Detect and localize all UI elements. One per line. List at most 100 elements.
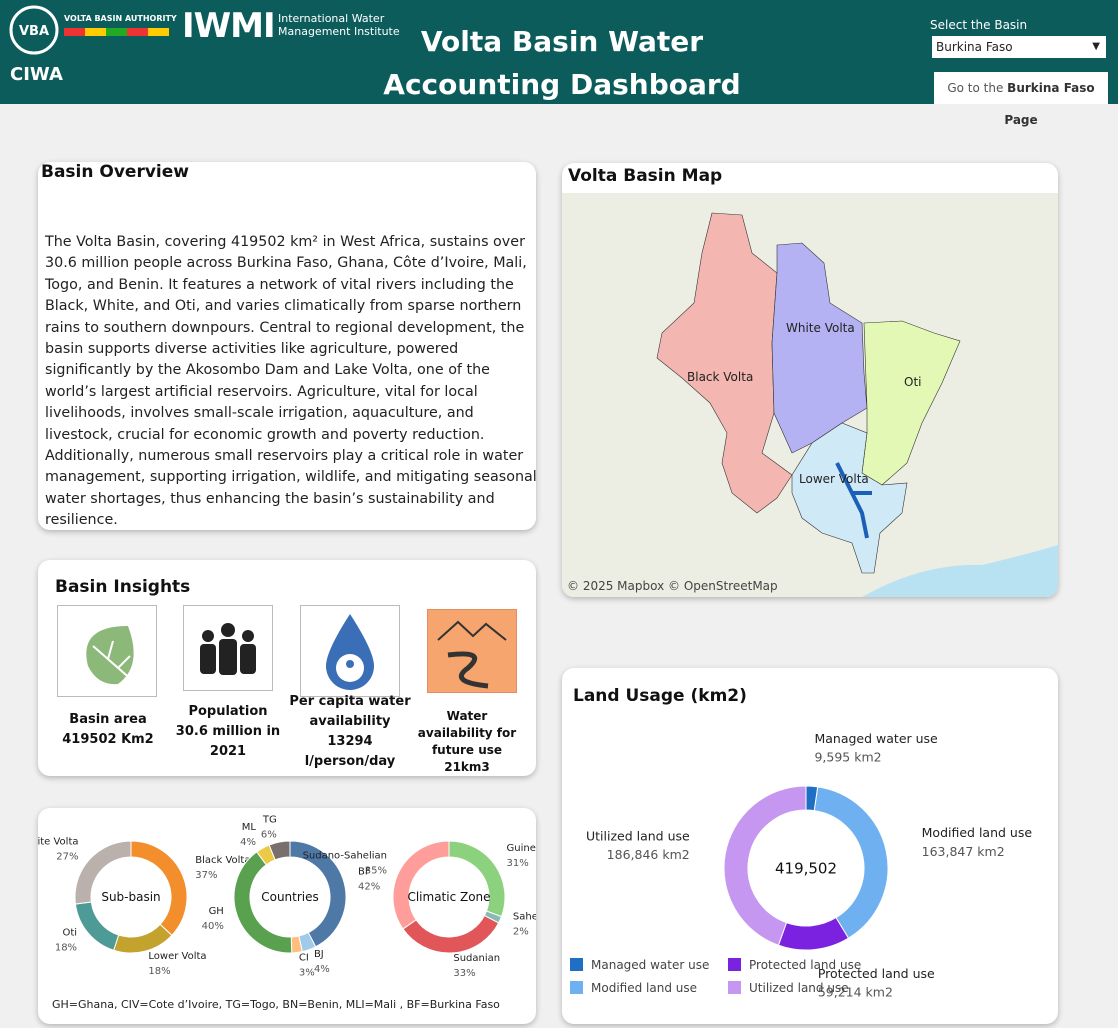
ciwa-logo: CIWA — [10, 64, 63, 85]
iwmi-logo: IWMI — [182, 6, 276, 46]
svg-text:VBA: VBA — [19, 24, 49, 39]
segment-label: Utilized land use — [586, 828, 690, 843]
icon-river — [427, 609, 517, 693]
map-label: White Volta — [786, 321, 855, 335]
segment-value: 59,214 km2 — [818, 985, 893, 1000]
donut-segment — [113, 923, 173, 954]
legend-label: Utilized land use — [749, 981, 849, 995]
segment-label: Black Volta — [195, 855, 250, 866]
land-card: Land Usage (km2) Managed water use 9,595 … — [562, 668, 1058, 1024]
map-attribution: © 2025 Mapbox © OpenStreetMap — [567, 579, 778, 593]
insights-title: Basin Insights — [55, 577, 191, 597]
legend-swatch — [570, 981, 583, 994]
segment-value: 4% — [240, 837, 256, 848]
donut-center: Sub-basin — [101, 890, 160, 904]
segment-value: 186,846 km2 — [607, 847, 690, 862]
donut-charts: Black Volta 37% Lower Volta 18% Oti 18% White … — [38, 814, 536, 979]
flags — [64, 28, 169, 36]
overview-title: Basin Overview — [41, 162, 189, 182]
donut-center: Countries — [261, 890, 319, 904]
donut-segment — [402, 914, 500, 954]
donut-segment — [74, 901, 120, 951]
segment-label: Sahelian — [513, 912, 536, 923]
donut-segment — [130, 840, 188, 937]
segment-label: BJ — [314, 949, 324, 960]
segment-label: CI — [299, 952, 309, 963]
icon-people — [183, 605, 273, 691]
legend-swatch — [570, 958, 583, 971]
segment-value: 18% — [55, 943, 77, 954]
map-label: Lower Volta — [799, 472, 869, 486]
dashboard-title: Volta Basin Water Accounting Dashboard — [383, 25, 741, 101]
segment-value: 37% — [195, 870, 217, 881]
legend-label: Modified land use — [591, 981, 697, 995]
segment-label: White Volta — [38, 837, 78, 848]
vba-logo: VBA — [9, 5, 59, 55]
segment-value: 2% — [513, 927, 529, 938]
legend-swatch — [728, 958, 741, 971]
segment-value: 18% — [148, 966, 170, 977]
header: VBA VOLTA BASIN AUTHORITY IWMI Internati… — [0, 0, 1118, 127]
segment-label: Modified land use — [922, 825, 1033, 840]
button-bold: Burkina Faso Page — [1004, 81, 1095, 127]
legend-swatch — [728, 981, 741, 994]
legend-label: Managed water use — [591, 958, 709, 972]
insight-population: Population 30.6 million in 2021 — [175, 704, 281, 759]
segment-label: Guinean — [507, 843, 536, 854]
segment-label: GH — [209, 906, 224, 917]
page-button[interactable]: Go to the Burkina Faso Page — [934, 72, 1108, 127]
segment-label: Lower Volta — [148, 951, 206, 962]
donut-segment — [74, 840, 132, 905]
donut-segment — [392, 840, 450, 930]
segment-value: 9,595 km2 — [814, 750, 881, 765]
donut-segment — [268, 840, 291, 861]
segment-value: 6% — [261, 829, 277, 840]
basin-dropdown[interactable]: Burkina Faso ▼ — [932, 36, 1106, 58]
segment-value: 4% — [314, 964, 330, 975]
segment-value: 40% — [202, 921, 224, 932]
segment-label: Oti — [62, 928, 77, 939]
insight-area: Basin area 419502 Km2 — [62, 712, 154, 747]
map-card: Volta Basin Map White Volta Oti Black Vo… — [562, 163, 1058, 597]
map-label: Black Volta — [687, 370, 753, 384]
segment-label: Protected land use — [818, 966, 935, 981]
insights-card: Basin Insights Basin area 419502 Km2 Pop… — [38, 560, 536, 776]
segment-value: 42% — [358, 881, 380, 892]
segment-label: ML — [242, 822, 257, 833]
segment-value: 35% — [365, 866, 387, 877]
map: White Volta Oti Black Volta Lower Volta … — [562, 193, 1058, 597]
donut-segment — [448, 840, 506, 918]
donuts-card: Black Volta 37% Lower Volta 18% Oti 18% White … — [38, 808, 536, 1024]
segment-value: 163,847 km2 — [922, 844, 1005, 859]
land-title: Land Usage (km2) — [573, 686, 747, 706]
overview-card: Basin Overview The Volta Basin, covering… — [38, 162, 537, 530]
iwmi-name: International Water Management Institute — [278, 12, 400, 38]
donut-center: Climatic Zone — [407, 890, 490, 904]
segment-label: Sudano-Sahelian — [303, 851, 387, 862]
button-prefix: Go to the — [947, 81, 1004, 95]
segment-label: Sudanian — [453, 953, 500, 964]
donut-center: 419,502 — [775, 859, 837, 877]
segment-label: BF — [358, 866, 371, 877]
dropdown-value: Burkina Faso — [936, 40, 1013, 54]
insight-per-capita: Per capita water availability 13294 l/pe… — [289, 694, 411, 769]
donut-segment — [777, 916, 850, 951]
segment-value: 27% — [56, 852, 78, 863]
overview-text: The Volta Basin, covering 419502 km² in … — [45, 234, 537, 529]
footnote: GH=Ghana, CIV=Cote d’Ivoire, TG=Togo, BN… — [52, 998, 500, 1011]
legend-label: Protected land use — [749, 958, 861, 972]
segment-value: 31% — [507, 858, 529, 869]
insight-future: Water availability for future use 21km3 — [417, 709, 517, 774]
segment-value: 3% — [299, 967, 315, 978]
segment-value: 33% — [453, 968, 475, 979]
icon-water — [300, 605, 400, 697]
donut-segment — [723, 785, 807, 946]
map-label: Oti — [904, 375, 921, 389]
select-label: Select the Basin — [930, 18, 1028, 32]
map-title: Volta Basin Map — [568, 166, 723, 186]
vba-name: VOLTA BASIN AUTHORITY — [64, 14, 177, 23]
segment-label: TG — [262, 814, 277, 825]
segment-label: Managed water use — [814, 731, 938, 746]
icon-leaf — [57, 605, 157, 697]
